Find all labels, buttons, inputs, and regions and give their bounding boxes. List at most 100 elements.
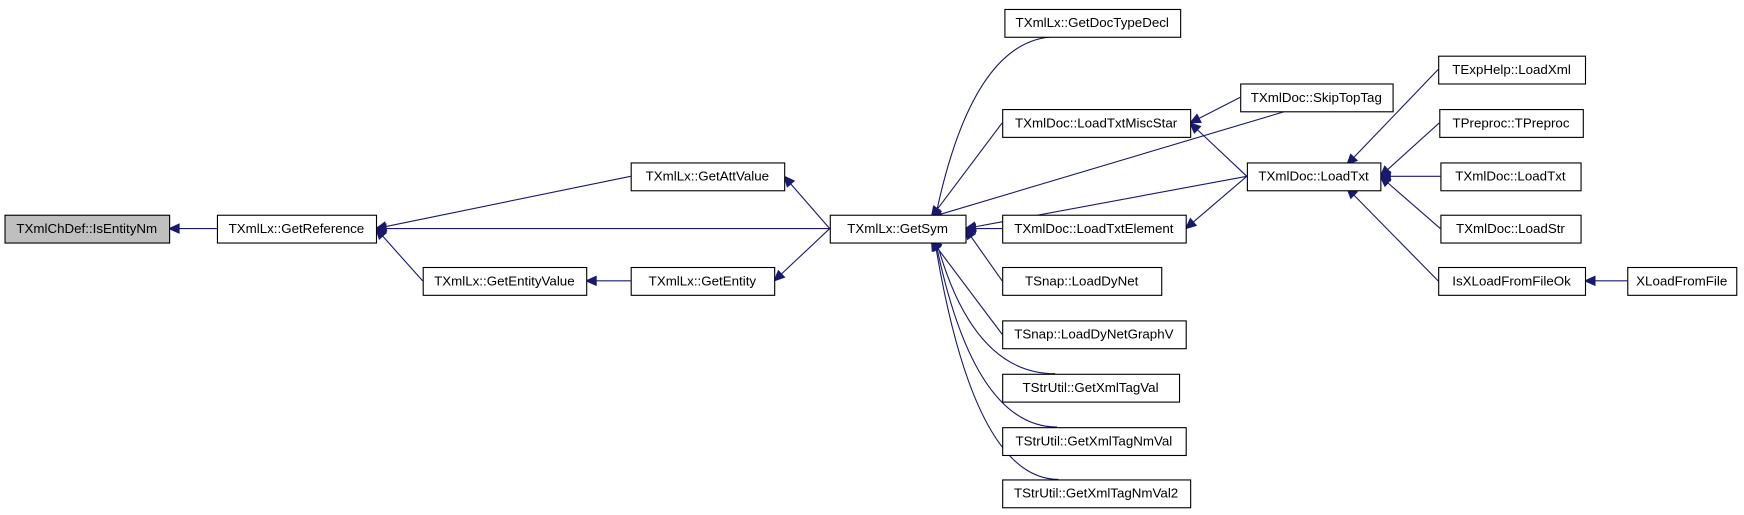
arrowhead-icon <box>964 223 976 234</box>
edges <box>167 36 1628 480</box>
node-label: TXmlLx::GetDocTypeDecl <box>1016 15 1169 30</box>
node-box <box>216 214 378 244</box>
edge-line <box>940 110 1287 215</box>
node-getsym[interactable]: TXmlLx::GetSym <box>829 214 967 244</box>
arrowhead-icon <box>773 269 786 282</box>
node-box <box>1438 55 1587 85</box>
node-box <box>422 266 588 296</box>
node-box <box>1002 373 1181 403</box>
node-loadtxtmiscstar[interactable]: TXmlDoc::LoadTxtMiscStar <box>1002 109 1192 138</box>
arrowhead-icon <box>375 227 387 240</box>
node-loadstr[interactable]: TXmlDoc::LoadStr <box>1440 214 1582 244</box>
node-box <box>1440 214 1582 244</box>
arrowhead-icon <box>783 175 796 188</box>
node-label: TStrUtil::GetXmlTagVal <box>1023 380 1159 395</box>
edge-loadtxtelement-to-getsym <box>964 223 1003 234</box>
edge-line <box>970 236 1003 282</box>
node-getreference[interactable]: TXmlLx::GetReference <box>216 214 378 244</box>
edge-line <box>935 249 1059 480</box>
edge-line <box>1387 122 1440 170</box>
node-loadtxt[interactable]: TXmlDoc::LoadTxt <box>1246 162 1382 192</box>
node-label: TXmlLx::GetSym <box>847 221 948 236</box>
arrowhead-icon <box>1189 121 1202 135</box>
node-isxloadfromfileok[interactable]: IsXLoadFromFileOk <box>1438 266 1587 296</box>
edge-line <box>385 175 631 228</box>
edge-getentity-to-getentityvalue <box>584 275 631 287</box>
edge-getsym-to-getreference <box>374 223 830 234</box>
node-label: TXmlLx::GetReference <box>229 221 365 236</box>
node-getentity[interactable]: TXmlLx::GetEntity <box>630 266 776 296</box>
edge-loadtxt-to-loadtxtmiscstar <box>1189 121 1248 177</box>
node-loaddynetgraphv[interactable]: TSnap::LoadDyNetGraphV <box>1002 320 1187 350</box>
node-box <box>1002 214 1187 244</box>
edge-line <box>1197 129 1248 177</box>
node-getxmltagnmval[interactable]: TStrUtil::GetXmlTagNmVal <box>1002 427 1187 457</box>
edge-line <box>936 36 1058 209</box>
node-box <box>1002 109 1192 138</box>
edge-xloadfromfile-to-isxloadfromfileok <box>1583 275 1628 287</box>
node-label: TXmlDoc::SkipTopTag <box>1251 90 1382 105</box>
node-box <box>1246 162 1382 192</box>
node-getxmltagval[interactable]: TStrUtil::GetXmlTagVal <box>1002 373 1181 403</box>
edge-getattvalue-to-getreference <box>374 175 631 232</box>
edge-line <box>1192 175 1248 223</box>
node-box <box>829 214 967 244</box>
edge-line <box>937 247 1003 335</box>
edge-loadtxt-to-loadtxtelement <box>1184 175 1248 230</box>
arrowhead-icon <box>1188 113 1202 124</box>
node-label: TXmlDoc::LoadTxt <box>1455 169 1566 184</box>
edge-getsym-to-getentity <box>773 228 831 282</box>
node-label: TXmlDoc::LoadTxt <box>1258 169 1369 184</box>
node-label: XLoadFromFile <box>1636 273 1727 288</box>
node-getentityvalue[interactable]: TXmlLx::GetEntityValue <box>422 266 588 296</box>
node-label: TStrUtil::GetXmlTagNmVal2 <box>1014 486 1178 501</box>
node-label: TXmlLx::GetEntityValue <box>434 273 575 288</box>
node-getattvalue[interactable]: TXmlLx::GetAttValue <box>630 162 786 192</box>
node-box <box>1002 266 1163 296</box>
edge-loadstr-to-loadtxt <box>1379 175 1441 230</box>
edge-getxmltagval-to-getsym <box>930 239 1056 375</box>
arrowhead-icon <box>167 223 180 234</box>
node-skiptoptag[interactable]: TXmlDoc::SkipTopTag <box>1240 83 1394 113</box>
node-box <box>4 214 171 244</box>
node-label: TStrUtil::GetXmlTagNmVal <box>1016 433 1173 448</box>
node-getdoctypedecl[interactable]: TXmlLx::GetDocTypeDecl <box>1004 8 1182 38</box>
node-box <box>1240 83 1394 113</box>
node-tpreproc[interactable]: TPreproc::TPreproc <box>1439 109 1584 138</box>
node-loadtxtelement[interactable]: TXmlDoc::LoadTxtElement <box>1002 214 1187 244</box>
edge-getentityvalue-to-getreference <box>375 227 424 282</box>
edge-line <box>936 248 1058 428</box>
edge-getsym-to-getattvalue <box>783 175 831 229</box>
node-label: TXmlDoc::LoadTxtMiscStar <box>1015 115 1178 130</box>
node-xloadfromfile[interactable]: XLoadFromFile <box>1627 266 1738 296</box>
edge-getreference-to-isentitynm <box>167 223 217 234</box>
node-loaddynet[interactable]: TSnap::LoadDyNet <box>1002 266 1163 296</box>
edge-line <box>937 247 1056 375</box>
edge-line <box>790 183 831 229</box>
node-box <box>1440 162 1582 192</box>
node-box <box>1004 8 1182 38</box>
edge-line <box>1198 96 1241 119</box>
node-loadxml[interactable]: TExpHelp::LoadXml <box>1438 55 1587 85</box>
arrowhead-icon <box>1583 275 1596 287</box>
node-label: TPreproc::TPreproc <box>1452 115 1569 130</box>
edge-line <box>1353 194 1439 282</box>
node-label: IsXLoadFromFileOk <box>1452 273 1571 288</box>
edge-isxloadfromfileok-to-loadtxt <box>1345 187 1439 282</box>
node-label: TXmlDoc::LoadStr <box>1456 221 1565 236</box>
node-box <box>1002 479 1192 509</box>
node-label: TXmlLx::GetAttValue <box>646 169 769 184</box>
edge-skiptoptag-to-loadtxtmiscstar <box>1188 96 1241 124</box>
node-label: TSnap::LoadDyNet <box>1025 273 1139 288</box>
node-box <box>1627 266 1738 296</box>
arrowhead-icon <box>1184 217 1198 230</box>
node-box <box>1002 320 1187 350</box>
node-getxmltagnmval2[interactable]: TStrUtil::GetXmlTagNmVal2 <box>1002 479 1192 509</box>
node-label: TExpHelp::LoadXml <box>1452 62 1571 77</box>
edge-line <box>781 228 831 275</box>
node-loadtxt2[interactable]: TXmlDoc::LoadTxt <box>1440 162 1582 192</box>
edge-line <box>382 235 424 282</box>
node-isentitynm[interactable]: TXmlChDef::IsEntityNm <box>4 214 171 244</box>
